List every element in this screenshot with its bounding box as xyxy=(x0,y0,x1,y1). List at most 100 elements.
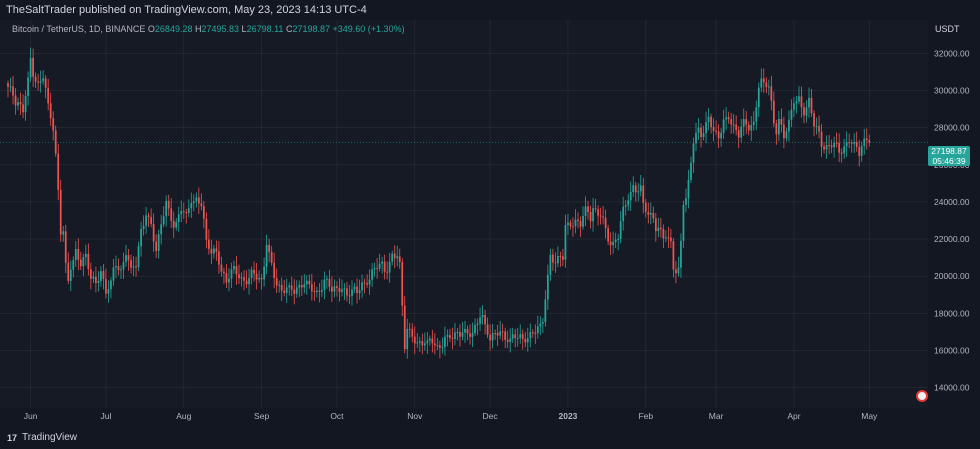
candle-body xyxy=(672,241,675,270)
candle-body xyxy=(755,107,758,122)
candle-body xyxy=(122,262,125,270)
last-price-badge: 27198.87 05:46:39 xyxy=(928,146,970,166)
time-tick-label: Nov xyxy=(407,411,423,421)
candle-body xyxy=(280,284,283,291)
time-tick-label: 2023 xyxy=(558,411,577,421)
candle-body xyxy=(775,123,778,135)
candle-body xyxy=(514,334,517,339)
symbol-legend[interactable]: Bitcoin / TetherUS, 1D, BINANCE O26849.2… xyxy=(12,24,405,34)
candle-body xyxy=(230,269,233,279)
candle-body xyxy=(14,95,17,106)
candle-body xyxy=(37,81,40,83)
candle-body xyxy=(77,248,80,260)
candle-body xyxy=(213,248,215,254)
candle-body xyxy=(557,256,559,264)
candle-body xyxy=(333,286,336,292)
candle-body xyxy=(539,323,542,327)
time-axis[interactable]: Jun Jul Aug Sep Oct Nov Dec 2023 Feb Mar Apr May xyxy=(0,408,980,424)
us-flag-icon[interactable] xyxy=(916,390,928,402)
publish-header: TheSaltTrader published on TradingView.c… xyxy=(0,0,980,20)
price-axis[interactable]: 14000.00 16000.00 18000.00 20000.00 22000.00… xyxy=(928,20,980,408)
candle-body xyxy=(396,256,399,259)
candle-body xyxy=(421,341,424,346)
candle-body xyxy=(431,338,434,344)
candle-body xyxy=(838,142,841,153)
candle-body xyxy=(647,211,650,215)
candle-body xyxy=(855,142,858,148)
candle-body xyxy=(529,332,532,339)
candle-body xyxy=(657,227,660,232)
candle-body xyxy=(770,86,773,101)
candle-body xyxy=(182,211,185,213)
candle-body xyxy=(62,231,65,235)
candle-body xyxy=(830,145,833,148)
candle-body xyxy=(373,268,376,270)
candle-body xyxy=(305,280,308,285)
candle-body xyxy=(675,269,677,274)
candle-body xyxy=(637,191,640,193)
candle-body xyxy=(223,271,225,274)
candle-body xyxy=(815,126,818,128)
candle-body xyxy=(157,234,160,251)
candle-body xyxy=(597,209,599,216)
candle-body xyxy=(494,333,497,335)
candle-body xyxy=(95,276,97,283)
candle-body xyxy=(722,119,725,133)
candle-body xyxy=(208,239,210,249)
candle-body xyxy=(243,277,245,281)
candle-body xyxy=(268,244,271,252)
candle-body xyxy=(218,251,220,265)
last-price-value: 27198.87 xyxy=(931,146,967,156)
bar-countdown: 05:46:39 xyxy=(932,156,966,166)
candle-body xyxy=(152,223,155,242)
candle-body xyxy=(401,262,404,306)
candle-body xyxy=(602,216,604,218)
candle-body xyxy=(627,200,630,206)
candle-body xyxy=(278,284,281,286)
candle-body xyxy=(579,221,582,227)
chart-pane[interactable] xyxy=(0,20,928,408)
candle-body xyxy=(521,334,524,340)
candle-body xyxy=(336,286,338,289)
candle-body xyxy=(798,96,800,102)
candle-body xyxy=(363,282,366,284)
price-tick-label: 30000.00 xyxy=(934,86,970,96)
candle-body xyxy=(376,268,378,270)
candle-body xyxy=(587,206,589,213)
candle-body xyxy=(240,277,243,279)
candle-body xyxy=(720,132,722,139)
candle-body xyxy=(295,287,298,294)
price-axis-labels: 14000.00 16000.00 18000.00 20000.00 22000.00… xyxy=(934,48,970,393)
candle-body xyxy=(341,289,343,293)
candle-body xyxy=(499,331,502,336)
candle-body xyxy=(24,95,27,113)
candle-body xyxy=(780,119,783,125)
candle-body xyxy=(712,127,715,131)
candle-body xyxy=(777,119,780,135)
candle-body xyxy=(828,145,830,147)
price-chart[interactable] xyxy=(0,20,928,408)
brand-name: TradingView xyxy=(22,432,78,443)
candle-body xyxy=(825,145,828,150)
candle-body xyxy=(634,185,637,193)
price-tick-label: 14000.00 xyxy=(934,383,970,393)
candle-body xyxy=(511,334,514,339)
time-tick-label: May xyxy=(861,411,878,421)
candle-body xyxy=(9,86,12,88)
candle-body xyxy=(534,332,537,334)
change-value: +349.60 (+1.30%) xyxy=(332,24,405,34)
candle-body xyxy=(320,290,323,292)
candle-body xyxy=(7,83,9,87)
candle-body xyxy=(368,279,371,285)
candle-body xyxy=(117,266,120,271)
candle-body xyxy=(105,278,107,294)
candle-body xyxy=(238,274,240,279)
candle-body xyxy=(145,215,147,226)
candle-body xyxy=(250,269,253,278)
candle-body xyxy=(19,102,22,105)
candle-body xyxy=(469,333,471,337)
candle-body xyxy=(685,198,687,205)
candle-body xyxy=(326,278,328,280)
footer: 17 TradingView xyxy=(0,424,980,449)
candle-body xyxy=(100,271,102,282)
